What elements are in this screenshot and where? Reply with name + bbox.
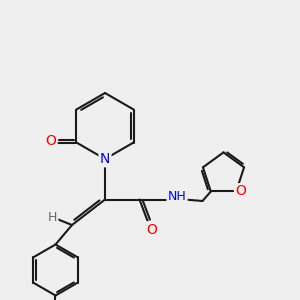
Text: H: H bbox=[48, 211, 57, 224]
Text: O: O bbox=[235, 184, 246, 199]
Text: O: O bbox=[46, 134, 56, 148]
Text: O: O bbox=[146, 223, 157, 236]
Text: NH: NH bbox=[168, 190, 186, 203]
Text: N: N bbox=[100, 152, 110, 166]
